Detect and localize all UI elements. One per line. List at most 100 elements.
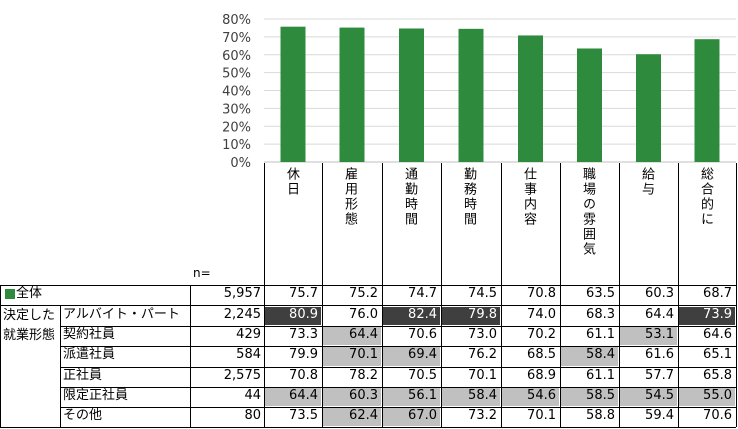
- n-value: 44: [244, 387, 261, 403]
- n-value: 2,575: [223, 367, 261, 383]
- bar: [339, 27, 365, 162]
- cell-shade: [383, 347, 440, 366]
- cell-shade: [679, 387, 735, 406]
- cell-shade: [383, 387, 440, 406]
- column-divider: [441, 163, 442, 428]
- table-cell: 60.3: [645, 286, 674, 301]
- column-divider: [736, 163, 737, 428]
- y-tick-label: 0%: [230, 156, 251, 171]
- row-label: アルバイト・パート: [63, 307, 180, 322]
- table-cell: 64.4: [289, 387, 318, 403]
- column-divider: [501, 163, 502, 428]
- table-cell: 60.3: [349, 387, 378, 403]
- column-divider: [619, 163, 620, 428]
- column-divider: [560, 163, 561, 428]
- n-value: 2,245: [223, 307, 261, 322]
- bar: [518, 35, 543, 162]
- table-cell: 70.8: [527, 286, 556, 301]
- n-value: 584: [236, 347, 261, 363]
- table-cell: 79.9: [289, 347, 318, 363]
- y-tick-label: 70%: [222, 31, 251, 46]
- table-cell: 80.9: [289, 307, 318, 322]
- row-label: 限定正社員: [63, 387, 129, 403]
- group-label-line2: 就業形態: [3, 328, 56, 343]
- category-label: 仕事内容: [521, 167, 536, 227]
- cell-shade: [679, 307, 735, 326]
- category-label: 職場の雰囲気: [580, 167, 595, 257]
- table-cell: 76.2: [468, 347, 497, 363]
- cell-shade: [561, 347, 618, 366]
- table-cell: 69.4: [408, 347, 437, 363]
- cell-shade: [561, 387, 618, 406]
- total-marker: [5, 289, 15, 299]
- row-label: その他: [63, 408, 103, 423]
- category-label: 勤務時間: [461, 167, 476, 227]
- bar: [399, 28, 424, 162]
- table-cell: 70.6: [703, 408, 732, 423]
- y-tick-label: 20%: [222, 120, 251, 135]
- row-label: 正社員: [63, 367, 103, 383]
- table-cell: 70.1: [468, 367, 497, 383]
- y-tick-label: 50%: [222, 67, 251, 82]
- cell-shade: [323, 347, 381, 366]
- column-divider: [190, 285, 191, 428]
- bar: [577, 48, 602, 162]
- category-label: 総合的に: [698, 167, 713, 227]
- category-label: 休日: [284, 167, 299, 197]
- table-cell: 61.6: [645, 347, 674, 363]
- cell-shade: [442, 307, 500, 326]
- table-cell: 68.3: [586, 307, 615, 322]
- cell-shade: [620, 327, 677, 346]
- n-label: n=: [193, 266, 211, 280]
- column-divider: [382, 163, 383, 428]
- n-value: 80: [244, 408, 261, 423]
- row-divider: [0, 285, 736, 286]
- table-cell: 58.4: [586, 347, 615, 363]
- row-label: 契約社員: [63, 327, 116, 343]
- row-divider: [60, 367, 736, 368]
- column-divider: [322, 163, 323, 428]
- cell-shade: [442, 387, 500, 406]
- cell-shade: [323, 327, 381, 346]
- table-cell: 74.0: [527, 307, 556, 322]
- table-cell: 61.1: [586, 367, 615, 383]
- table-cell: 65.1: [703, 347, 732, 363]
- y-tick-label: 60%: [222, 49, 251, 64]
- table-cell: 67.0: [408, 408, 437, 423]
- column-divider: [0, 285, 1, 428]
- table-cell: 53.1: [645, 327, 674, 343]
- table-cell: 79.8: [468, 307, 497, 322]
- table-cell: 75.7: [289, 286, 318, 301]
- category-label: 雇用形態: [342, 167, 357, 227]
- row-divider: [60, 407, 736, 408]
- table-cell: 64.4: [645, 307, 674, 322]
- table-cell: 68.9: [527, 367, 556, 383]
- row-divider: [60, 346, 736, 347]
- table-cell: 62.4: [349, 408, 378, 423]
- table-cell: 76.0: [349, 307, 378, 322]
- cell-shade: [383, 307, 440, 326]
- group-label-line1: 決定した: [3, 308, 56, 323]
- bar: [694, 39, 720, 163]
- table-cell: 73.9: [703, 307, 732, 322]
- table-cell: 70.8: [289, 367, 318, 383]
- cell-shade: [323, 387, 381, 406]
- cell-shade: [265, 307, 321, 326]
- row-label: 派遣社員: [63, 347, 116, 363]
- table-cell: 74.7: [408, 286, 437, 301]
- table-cell: 70.1: [349, 347, 378, 363]
- table-cell: 75.2: [349, 286, 378, 301]
- table-cell: 64.4: [349, 327, 378, 343]
- y-tick-label: 10%: [222, 138, 251, 153]
- bar: [458, 28, 484, 162]
- cell-shade: [620, 387, 677, 406]
- table-cell: 65.8: [703, 367, 732, 383]
- cell-shade: [265, 387, 321, 406]
- table-cell: 70.6: [408, 327, 437, 343]
- table-cell: 58.4: [468, 387, 497, 403]
- cell-shade: [383, 408, 440, 427]
- table-cell: 54.5: [645, 387, 674, 403]
- table-cell: 61.1: [586, 327, 615, 343]
- y-tick-label: 80%: [222, 13, 251, 28]
